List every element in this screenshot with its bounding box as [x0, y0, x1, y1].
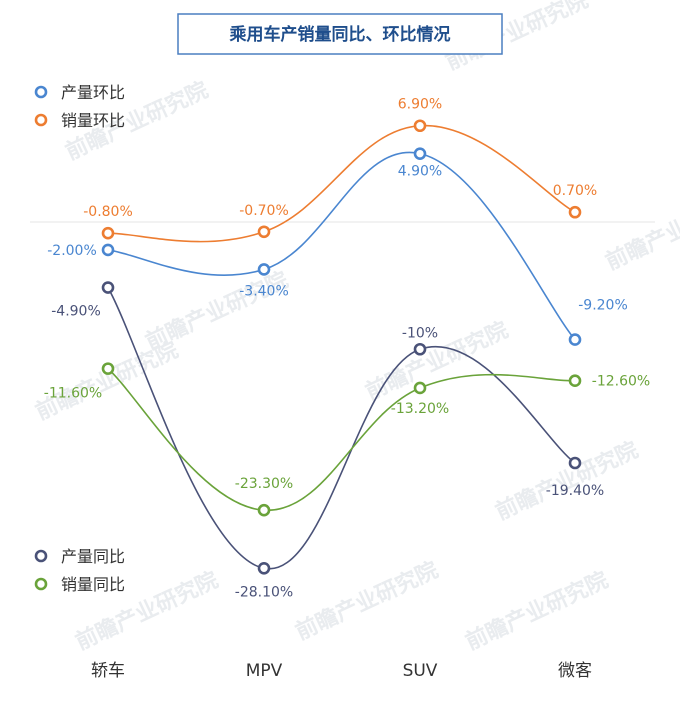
category-labels: 轿车 MPV SUV 微客	[91, 661, 592, 681]
data-label: -2.00%	[47, 243, 97, 259]
data-label: -28.10%	[235, 584, 293, 600]
legend-label: 销量同比	[61, 575, 125, 594]
category-label: 微客	[558, 661, 592, 681]
data-point	[568, 205, 582, 219]
data-label: 6.90%	[398, 97, 442, 113]
series-lines	[107, 124, 576, 570]
data-label: -3.40%	[239, 283, 289, 299]
series-line-1	[107, 124, 576, 243]
data-label: -10%	[402, 325, 438, 341]
series-line-3	[107, 368, 576, 512]
data-label: -9.20%	[578, 298, 628, 314]
data-point	[101, 281, 115, 294]
data-point	[101, 226, 115, 240]
data-point	[413, 147, 427, 160]
legend-label: 产量同比	[61, 547, 125, 566]
data-label: -19.40%	[546, 483, 604, 499]
data-point	[568, 374, 582, 388]
legend-marker	[34, 549, 48, 563]
data-point	[568, 333, 582, 346]
legend-marker	[34, 85, 48, 99]
watermark-text: 前瞻产业研究院	[32, 337, 183, 426]
watermark-text: 前瞻产业研究院	[462, 567, 613, 656]
data-point	[257, 225, 271, 239]
watermark-text: 前瞻产业研究院	[492, 437, 643, 526]
data-point	[257, 561, 271, 575]
data-label: 0.70%	[553, 183, 597, 199]
data-point	[413, 119, 427, 133]
data-label: -13.20%	[391, 401, 449, 417]
data-label: -11.60%	[44, 386, 102, 402]
series-line-2	[107, 287, 576, 570]
data-label: -0.80%	[83, 204, 133, 220]
watermarks: 前瞻产业研究院前瞻产业研究院前瞻产业研究院前瞻产业研究院前瞻产业研究院前瞻产业研…	[32, 0, 680, 655]
category-label: 轿车	[91, 661, 125, 681]
legend-marker	[34, 577, 48, 591]
watermark-text: 前瞻产业研究院	[602, 187, 680, 276]
chart-title: 乘用车产销量同比、环比情况	[229, 24, 451, 45]
watermark-text: 前瞻产业研究院	[292, 557, 443, 646]
data-label: 4.90%	[398, 164, 442, 180]
legend-label: 产量环比	[61, 83, 125, 102]
category-label: SUV	[403, 661, 438, 681]
data-point	[257, 503, 271, 517]
data-point	[101, 362, 115, 375]
data-point	[568, 456, 582, 470]
data-label: -0.70%	[239, 203, 289, 219]
data-point	[101, 243, 115, 257]
data-labels: -2.00% -3.40% 4.90% -9.20% -0.80% -0.70% 6.90%…	[44, 97, 650, 601]
legend-label: 销量环比	[61, 111, 125, 130]
data-label: -23.30%	[235, 476, 293, 492]
data-point	[257, 263, 271, 276]
series-points	[101, 119, 582, 575]
data-point	[413, 342, 427, 356]
data-label: -4.90%	[51, 304, 101, 320]
title-box	[177, 13, 503, 55]
legend-marker	[34, 113, 48, 127]
data-point	[413, 381, 427, 395]
series-line-0	[107, 151, 576, 341]
category-label: MPV	[246, 661, 283, 681]
data-label: -12.60%	[592, 374, 650, 390]
